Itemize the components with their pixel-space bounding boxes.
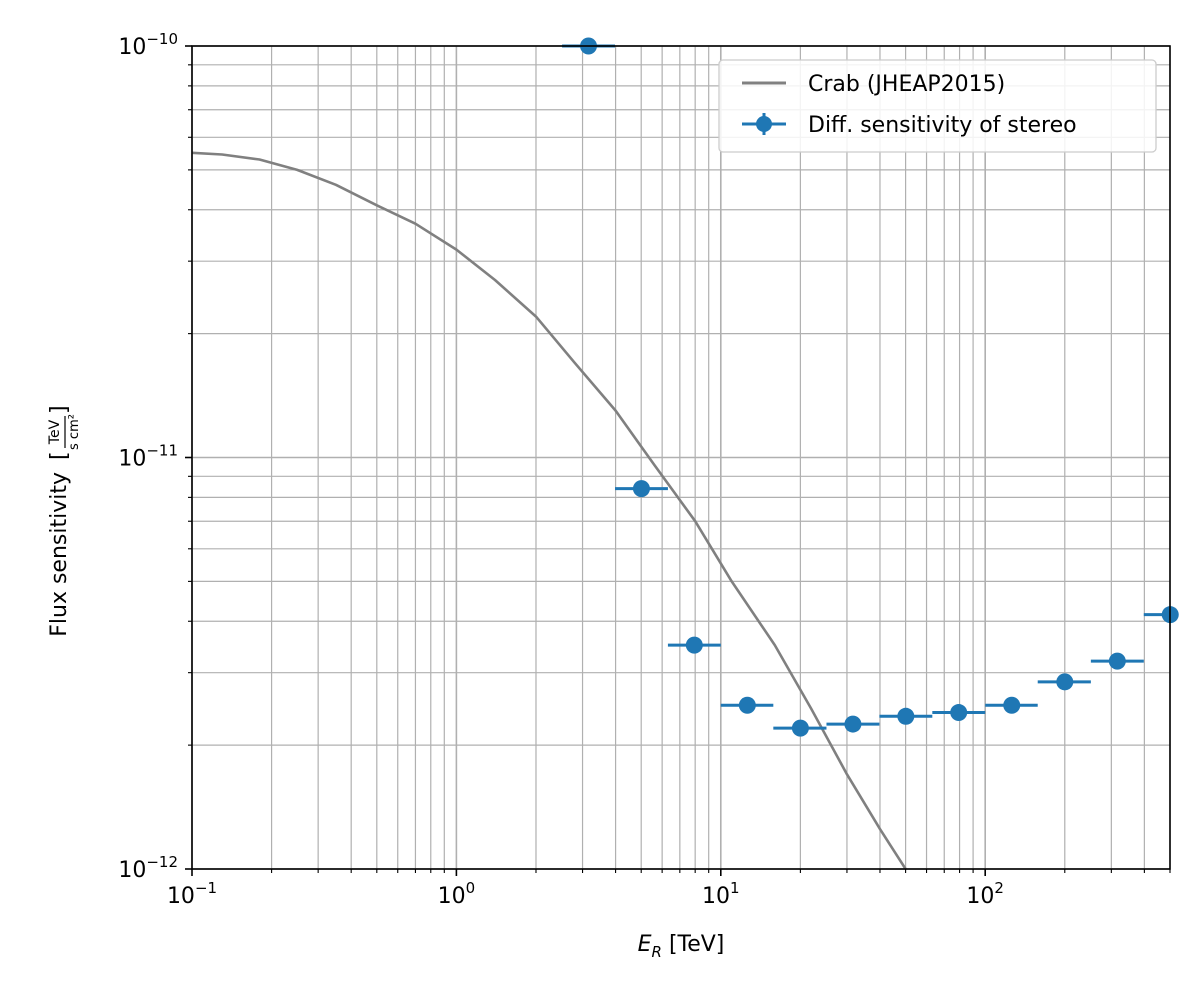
sensitivity-point xyxy=(1108,652,1126,670)
legend-marker-swatch xyxy=(756,116,772,132)
x-tick-label: 102 xyxy=(966,879,1004,909)
sensitivity-point xyxy=(1003,696,1021,714)
y-tick-label: 10−12 xyxy=(118,853,178,883)
tick-labels: 10−1 100 101 102 10−12 10−11 10−10 xyxy=(118,30,1004,909)
markers-layer xyxy=(562,37,1179,737)
series-layer xyxy=(192,151,907,869)
sensitivity-point xyxy=(844,715,862,733)
y-axis-label-bracket-close: ] xyxy=(47,405,72,414)
x-tick-label: 10−1 xyxy=(167,879,217,909)
y-axis-label-main: Flux sensitivity xyxy=(47,472,72,637)
sensitivity-point xyxy=(950,704,968,722)
x-axis-label: ER [TeV] xyxy=(638,932,725,961)
y-axis-unit-numerator: TeV xyxy=(47,419,63,445)
sensitivity-point xyxy=(632,480,650,498)
sensitivity-point xyxy=(738,696,756,714)
legend: Crab (JHEAP2015) Diff. sensitivity of st… xyxy=(718,59,1157,153)
grid xyxy=(191,45,1171,870)
y-axis-label: Flux sensitivity [ TeV s cm² ] xyxy=(47,405,82,636)
sensitivity-point xyxy=(897,707,915,725)
sensitivity-point xyxy=(791,719,809,737)
crab-reference-line xyxy=(192,151,907,869)
legend-label-crab: Crab (JHEAP2015) xyxy=(808,72,1005,97)
x-tick-label: 100 xyxy=(438,879,476,909)
legend-label-stereo: Diff. sensitivity of stereo xyxy=(808,113,1077,138)
legend-box xyxy=(718,59,1157,153)
ticks xyxy=(185,45,1171,876)
y-axis-label-bracket-open: [ xyxy=(47,451,72,460)
sensitivity-point xyxy=(685,636,703,654)
y-tick-label: 10−10 xyxy=(118,30,178,60)
y-axis-unit-denominator: s cm² xyxy=(67,414,82,450)
y-tick-label: 10−11 xyxy=(118,442,178,472)
sensitivity-point xyxy=(1056,673,1074,691)
x-tick-label: 101 xyxy=(702,879,740,909)
